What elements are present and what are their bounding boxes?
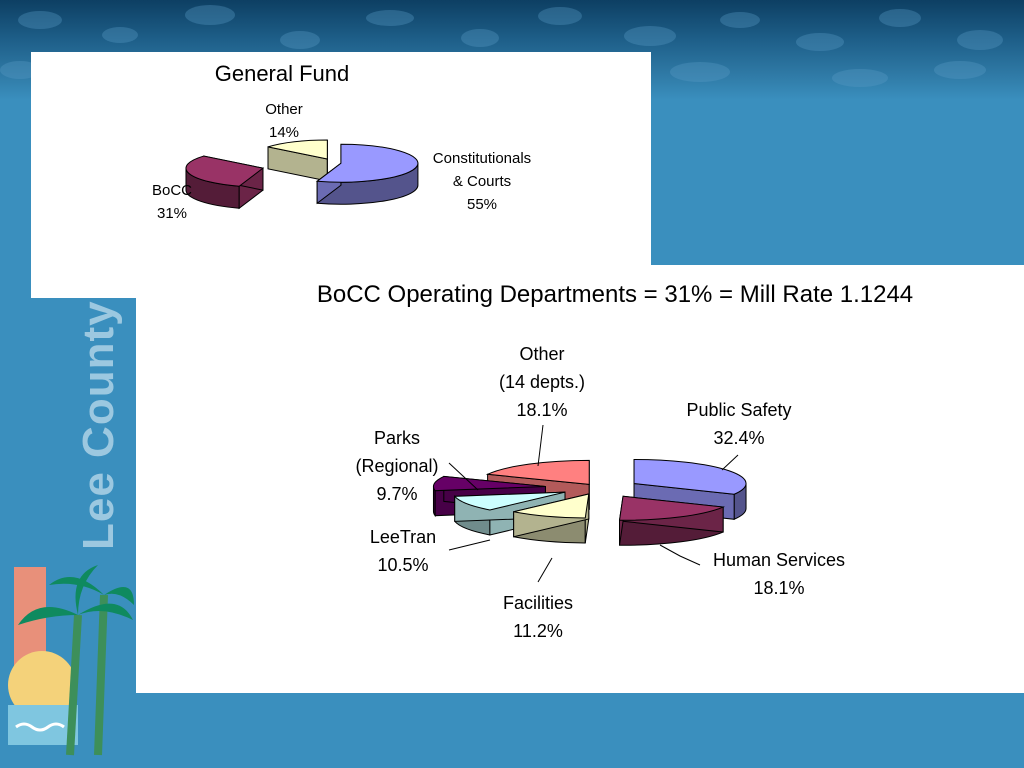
label-bocc-1: 31% <box>157 205 187 222</box>
slice-top <box>267 139 328 160</box>
label-public-safety-0: Public Safety <box>686 400 791 420</box>
label-public-safety-1: 32.4% <box>713 428 764 448</box>
slice-top <box>633 458 747 495</box>
label-other-14-depts-0: Other <box>519 344 564 364</box>
slice-bocc <box>185 155 265 210</box>
slice-top <box>185 155 265 187</box>
general-fund-title: General Fund <box>215 61 350 86</box>
label-human-services-0: Human Services <box>713 550 845 570</box>
slice-top <box>432 475 546 492</box>
label-constitutionals-courts-0: Constitutionals <box>433 150 531 167</box>
slice-top <box>453 491 566 511</box>
slice-top <box>315 143 419 183</box>
slice-top <box>485 459 590 485</box>
label-facilities-0: Facilities <box>503 593 573 613</box>
general-fund-labels: Constitutionals & Courts 55% BoCC 31% Other 14… <box>152 101 531 222</box>
palm-tree-logo <box>8 565 134 756</box>
slice-constitutionals-courts <box>315 143 419 205</box>
leader-line-facilities <box>537 557 553 583</box>
label-other-14-depts-2: 18.1% <box>516 400 567 420</box>
label-other-14-depts-1: (14 depts.) <box>499 372 585 392</box>
bocc-labels: Public Safety 32.4% Human Services 18.1% Fac… <box>355 344 845 641</box>
label-constitutionals-courts-1: & Courts <box>453 173 511 190</box>
label-other-1: 14% <box>269 124 299 141</box>
bocc-leader-lines <box>448 424 739 583</box>
label-leetran-1: 10.5% <box>377 555 428 575</box>
label-parks-regional-0: Parks <box>374 428 420 448</box>
label-constitutionals-courts-2: 55% <box>467 196 497 213</box>
label-other-0: Other <box>265 101 303 118</box>
label-leetran-0: LeeTran <box>370 527 436 547</box>
slice-other <box>267 139 328 182</box>
slice-top <box>618 495 726 521</box>
leader-line-human-services <box>659 544 701 566</box>
label-facilities-1: 11.2% <box>513 621 563 641</box>
label-parks-regional-1: (Regional) <box>355 456 438 476</box>
leader-line-leetran <box>448 539 491 551</box>
slice-facilities <box>513 493 590 544</box>
label-human-services-1: 18.1% <box>753 578 804 598</box>
label-parks-regional-2: 9.7% <box>376 484 417 504</box>
water-droplet-texture <box>0 5 1003 87</box>
leader-line-public-safety <box>721 454 739 471</box>
general-fund-pie <box>185 139 419 210</box>
label-bocc-0: BoCC <box>152 182 192 199</box>
slice-human-services <box>618 495 726 546</box>
bocc-title: BoCC Operating Departments = 31% = Mill … <box>317 281 913 308</box>
bocc-departments-pie <box>432 458 747 546</box>
leader-line-parks-regional <box>448 462 479 491</box>
slice-top <box>513 493 590 519</box>
leader-line-other-14-depts <box>537 424 544 467</box>
